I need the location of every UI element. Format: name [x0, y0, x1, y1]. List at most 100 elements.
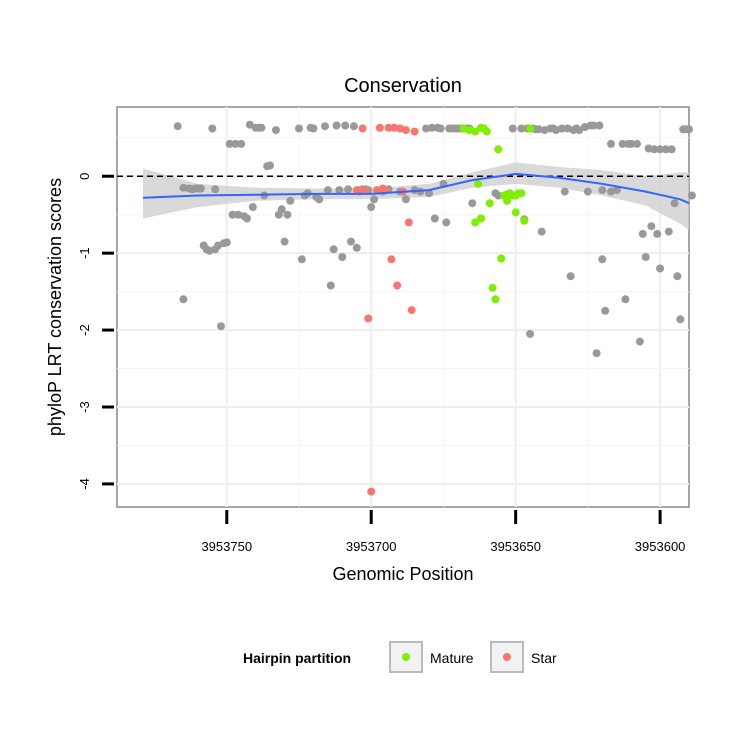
- confidence-band: [143, 162, 689, 231]
- y-tick-label: -3: [77, 401, 92, 413]
- point-other: [436, 124, 445, 133]
- point-other: [618, 139, 627, 148]
- point-star: [410, 127, 419, 136]
- point-other: [430, 214, 439, 223]
- point-mature: [488, 283, 497, 292]
- point-other: [280, 237, 289, 246]
- point-other: [673, 272, 682, 281]
- legend-key-star: [490, 641, 524, 673]
- point-other: [231, 139, 240, 148]
- point-other: [685, 125, 693, 134]
- point-mature: [477, 214, 485, 223]
- point-other: [211, 185, 220, 194]
- x-tick-label: 3953650: [490, 539, 541, 554]
- point-mature: [474, 179, 483, 188]
- point-other: [667, 145, 676, 154]
- point-other: [598, 186, 607, 195]
- y-axis-label: phyloP LRT conservation scores: [45, 178, 65, 436]
- point-other: [566, 272, 575, 281]
- point-other: [196, 184, 205, 193]
- point-star: [364, 314, 373, 323]
- point-other: [560, 187, 569, 196]
- point-mature: [494, 145, 503, 154]
- point-other: [309, 124, 318, 133]
- x-tick-label: 3953700: [346, 539, 397, 554]
- point-other: [352, 243, 361, 252]
- point-star: [401, 126, 410, 135]
- point-other: [257, 123, 266, 132]
- point-other: [401, 195, 410, 204]
- point-other: [595, 121, 604, 130]
- point-other: [326, 281, 335, 290]
- point-other: [656, 145, 665, 154]
- point-other: [621, 295, 630, 304]
- point-mature: [526, 124, 535, 133]
- point-other: [248, 203, 257, 211]
- point-other: [494, 191, 503, 200]
- point-other: [656, 264, 665, 273]
- point-star: [367, 487, 376, 496]
- point-other: [344, 185, 353, 194]
- point-other: [179, 183, 188, 192]
- point-other: [601, 306, 610, 315]
- point-star: [404, 218, 413, 227]
- point-other: [277, 205, 286, 214]
- point-star: [384, 123, 393, 132]
- point-star: [407, 306, 416, 315]
- point-star: [375, 123, 384, 132]
- point-other: [173, 122, 182, 131]
- y-tick-label: 0: [77, 173, 92, 180]
- point-other: [370, 195, 379, 204]
- point-other: [228, 210, 237, 219]
- smooth-confidence-band: [143, 162, 689, 231]
- point-other: [627, 139, 636, 148]
- y-tick-label: -1: [77, 247, 92, 259]
- point-other: [650, 145, 659, 154]
- point-other: [332, 121, 341, 130]
- point-other: [243, 214, 251, 223]
- point-star: [387, 255, 396, 264]
- point-mature: [511, 208, 520, 217]
- point-other: [297, 255, 306, 264]
- point-mature: [520, 216, 529, 225]
- point-star: [390, 123, 399, 132]
- point-other: [321, 122, 329, 131]
- point-other: [422, 124, 431, 133]
- point-other: [329, 245, 338, 254]
- point-other: [341, 121, 350, 130]
- point-other: [589, 121, 598, 130]
- point-other: [647, 222, 656, 231]
- point-other: [367, 203, 376, 211]
- point-other: [237, 139, 246, 148]
- point-other: [347, 237, 355, 246]
- y-tick-label: -2: [77, 324, 92, 336]
- point-other: [607, 139, 615, 148]
- point-other: [283, 210, 292, 219]
- point-mature: [485, 199, 494, 208]
- point-other: [468, 199, 477, 208]
- grid: [117, 107, 689, 507]
- point-other: [598, 255, 607, 264]
- point-other: [295, 124, 303, 133]
- point-other: [670, 199, 679, 208]
- point-mature: [511, 191, 520, 200]
- point-star: [393, 281, 402, 290]
- point-mature: [497, 254, 506, 263]
- legend-marker-mature: [402, 653, 410, 661]
- point-other: [338, 253, 347, 261]
- point-other: [286, 196, 295, 205]
- smooth-line: [142, 172, 690, 205]
- point-mature: [482, 127, 491, 136]
- x-tick-label: 3953750: [201, 539, 252, 554]
- point-other: [335, 186, 344, 195]
- point-other: [635, 337, 644, 346]
- point-other: [179, 295, 188, 304]
- point-other: [442, 218, 451, 227]
- x-axis-label: Genomic Position: [332, 564, 473, 584]
- point-other: [266, 161, 275, 170]
- point-other: [323, 186, 332, 195]
- y-tick-label: -4: [77, 478, 92, 490]
- point-other: [225, 139, 234, 148]
- point-other: [208, 124, 217, 133]
